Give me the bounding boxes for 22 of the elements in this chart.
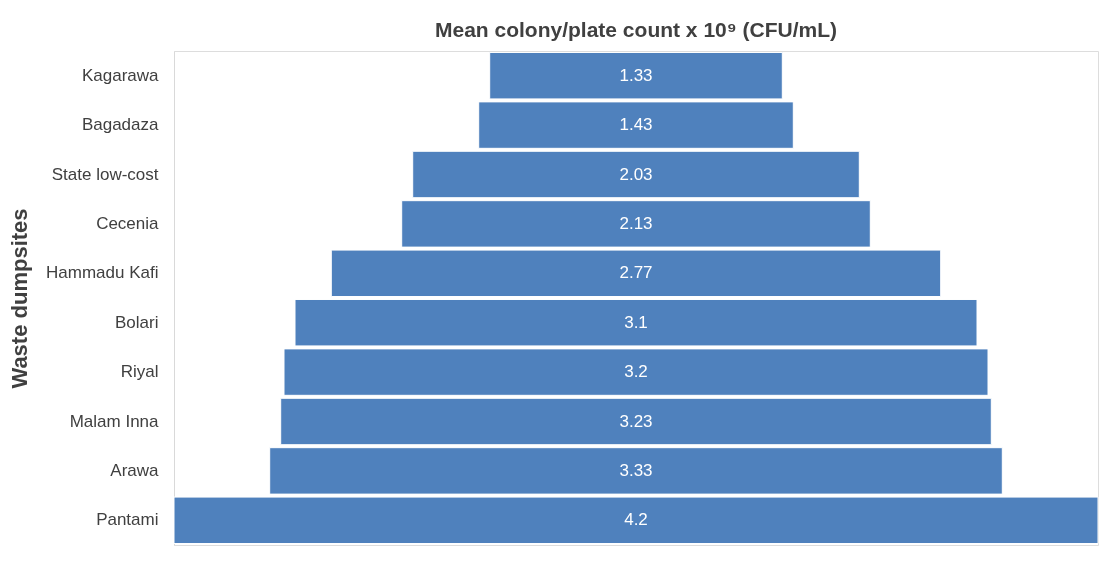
- data-label: 1.43: [619, 115, 653, 135]
- category-label: Riyal: [120, 362, 159, 382]
- category-label: Malam Inna: [69, 411, 160, 431]
- data-label: 3.1: [624, 312, 648, 332]
- data-label: 3.33: [619, 460, 653, 480]
- data-label: 2.13: [619, 213, 653, 233]
- text: Waste dumpsites: [7, 208, 33, 389]
- data-label: 3.23: [619, 411, 653, 431]
- category-label: Cecenia: [96, 213, 160, 233]
- category-label: Bagadaza: [81, 115, 160, 135]
- category-label: Arawa: [110, 460, 160, 480]
- data-label: 4.2: [624, 510, 648, 530]
- category-label: Bolari: [115, 312, 159, 332]
- category-label: Kagarawa: [81, 65, 160, 85]
- text: Mean colony/plate count x 10⁹ (CFU/mL): [434, 18, 838, 41]
- category-label: State low-cost: [51, 164, 159, 184]
- data-label: 2.03: [619, 164, 653, 184]
- data-label: 1.33: [619, 65, 653, 85]
- data-label: 3.2: [624, 362, 648, 382]
- category-label: Pantami: [96, 510, 159, 530]
- category-label: Hammadu Kafi: [46, 263, 159, 283]
- data-label: 2.77: [619, 263, 653, 283]
